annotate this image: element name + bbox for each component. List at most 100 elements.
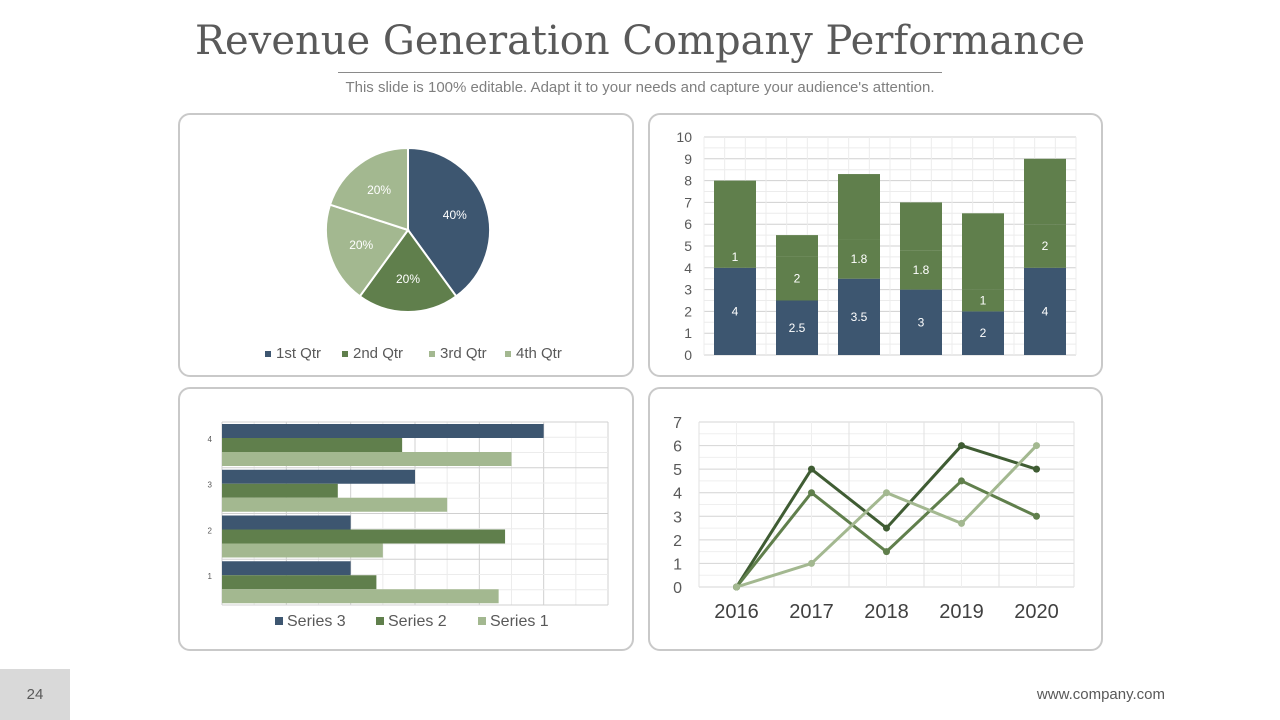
x-tick-label: 2017 — [789, 601, 834, 623]
legend-label: 4th Qtr — [516, 345, 562, 362]
legend-label: 1st Qtr — [276, 345, 321, 362]
horizontal-bar-chart: 1 2 3 4 Series 3 Series 2 Series 1 — [208, 421, 609, 630]
y-tick-label: 6 — [673, 439, 682, 456]
y-tick-label: 0 — [684, 347, 692, 363]
stacked-bar-segment — [1024, 158, 1066, 225]
stacked-bar-segment — [838, 174, 880, 240]
page-number: 24 — [0, 669, 70, 720]
bar-data-label: 3.5 — [851, 310, 868, 324]
legend-marker — [265, 351, 271, 357]
pie-slice-label: 40% — [443, 208, 467, 222]
line-point — [883, 548, 890, 556]
y-tick-label: 2 — [684, 303, 692, 319]
line-point — [958, 442, 965, 450]
category-label: 4 — [208, 435, 213, 444]
horizontal-bar — [222, 469, 415, 484]
stacked-bar-segment — [776, 256, 818, 301]
bar-data-label: 1 — [732, 250, 739, 264]
stacked-bar-segment — [838, 239, 880, 279]
horizontal-bar — [222, 543, 383, 558]
legend-marker — [429, 351, 435, 357]
stacked-bar-segment — [714, 180, 756, 246]
y-tick-label: 3 — [684, 282, 692, 298]
horizontal-bar — [222, 483, 338, 498]
y-tick-label: 3 — [673, 509, 682, 526]
pie-slice-label: 20% — [349, 238, 373, 252]
horizontal-bar — [222, 424, 544, 438]
bar-data-label: 1 — [980, 294, 987, 308]
bar-data-label: 4 — [1042, 304, 1049, 318]
bar-data-label: 4 — [732, 304, 739, 318]
bar-data-label: 3 — [918, 315, 925, 329]
stacked-bar-segment — [962, 311, 1004, 355]
y-tick-label: 5 — [673, 462, 682, 479]
slide-title: Revenue Generation Company Performance — [194, 18, 1086, 64]
line-point — [958, 519, 965, 527]
legend-label: 2nd Qtr — [353, 345, 403, 362]
horizontal-bar — [222, 529, 506, 544]
x-tick-label: 2019 — [939, 601, 984, 623]
legend-label: Series 1 — [490, 613, 549, 630]
y-tick-label: 4 — [673, 486, 682, 503]
legend-label: Series 3 — [287, 613, 346, 630]
y-tick-label: 1 — [684, 325, 692, 341]
line-chart: 0 1 2 3 4 5 6 7 2016 2017 2018 2019 2020 — [673, 415, 1075, 623]
horizontal-bar — [222, 497, 448, 512]
legend-marker — [342, 351, 348, 357]
horizontal-bar — [222, 438, 403, 452]
y-tick-label: 1 — [673, 556, 682, 573]
stacked-bar-segment — [1024, 267, 1066, 355]
y-tick-label: 5 — [684, 238, 692, 254]
category-label: 3 — [208, 481, 213, 490]
category-label: 1 — [208, 572, 213, 581]
stacked-bar-segment — [776, 235, 818, 257]
y-tick-label: 7 — [684, 194, 692, 210]
pie-slice-label: 20% — [396, 272, 420, 286]
stacked-column-chart-panel: 0 1 2 3 4 5 6 7 8 9 10 4 1 2.5 2 3.5 1.8 3 1.8 2 1 4 2 — [648, 113, 1103, 377]
y-tick-label: 8 — [684, 173, 692, 189]
horizontal-bar — [222, 515, 351, 530]
stacked-bar-segment — [962, 289, 1004, 312]
y-tick-label: 4 — [684, 260, 692, 276]
category-label: 2 — [208, 526, 213, 535]
bar-data-label: 2 — [980, 326, 987, 340]
horizontal-bar — [222, 589, 499, 604]
stacked-bar-segment — [900, 202, 942, 251]
bar-data-label: 1.8 — [851, 252, 868, 266]
pie-slice-3 — [325, 203, 410, 298]
bar-data-label: 2 — [1042, 239, 1049, 253]
slide-subtitle: This slide is 100% editable. Adapt it to… — [345, 79, 935, 96]
y-tick-label: 9 — [684, 151, 692, 167]
stacked-bar-segment — [776, 300, 818, 355]
stacked-bar-segment — [714, 246, 756, 268]
legend-marker — [376, 617, 384, 625]
pie-slice-label: 20% — [367, 183, 391, 197]
horizontal-bar — [222, 575, 377, 590]
line-point — [958, 477, 965, 485]
line-point — [883, 489, 890, 497]
line-point — [883, 524, 890, 532]
stacked-bar-segment — [900, 250, 942, 290]
line-point — [1033, 442, 1040, 450]
line-chart-panel: 0 1 2 3 4 5 6 7 2016 2017 2018 2019 2020 — [648, 387, 1103, 651]
legend-marker — [478, 617, 486, 625]
legend-marker — [275, 617, 283, 625]
y-tick-label: 7 — [673, 415, 682, 432]
line-point — [1033, 512, 1040, 520]
stacked-bar-segment — [838, 278, 880, 355]
pie-slice-4 — [328, 146, 409, 232]
footer-url[interactable]: www.company.com — [1036, 686, 1165, 703]
pie-slice-1 — [407, 146, 491, 298]
stacked-bar-segment — [714, 267, 756, 355]
bar-data-label: 2 — [794, 272, 801, 286]
y-tick-label: 2 — [673, 533, 682, 550]
y-tick-label: 0 — [673, 580, 682, 597]
line-point — [808, 559, 815, 567]
y-tick-label: 6 — [684, 216, 692, 232]
line-point — [1033, 465, 1040, 473]
horizontal-bar — [222, 452, 512, 466]
title-underline — [338, 72, 942, 73]
pie-slice-2 — [358, 228, 458, 313]
horizontal-bar-chart-panel: 1 2 3 4 Series 3 Series 2 Series 1 — [178, 387, 634, 651]
line-point — [808, 489, 815, 497]
